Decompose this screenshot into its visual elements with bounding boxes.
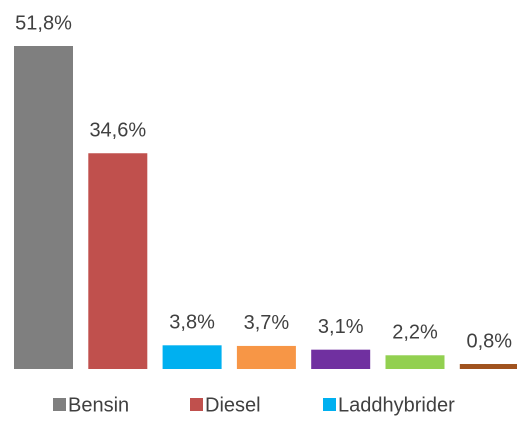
data-label: 2,2% (392, 322, 438, 344)
legend-label: Diesel (205, 394, 261, 416)
data-label: 3,1% (318, 316, 364, 338)
bar (311, 349, 371, 369)
data-label: 3,8% (169, 312, 215, 334)
bar (236, 345, 296, 369)
legend-label: Bensin (68, 394, 129, 416)
legend-swatch (323, 398, 336, 411)
bar (88, 153, 148, 369)
bar (162, 345, 222, 369)
legend-label: Laddhybrider (338, 394, 455, 416)
legend-swatch (190, 398, 203, 411)
data-label: 0,8% (467, 330, 513, 352)
data-label: 51,8% (15, 12, 72, 34)
data-label: 3,7% (244, 312, 290, 334)
bar (385, 355, 445, 369)
bar (459, 364, 517, 369)
bar (14, 46, 73, 369)
data-label: 34,6% (89, 120, 146, 142)
legend-swatch (53, 398, 66, 411)
